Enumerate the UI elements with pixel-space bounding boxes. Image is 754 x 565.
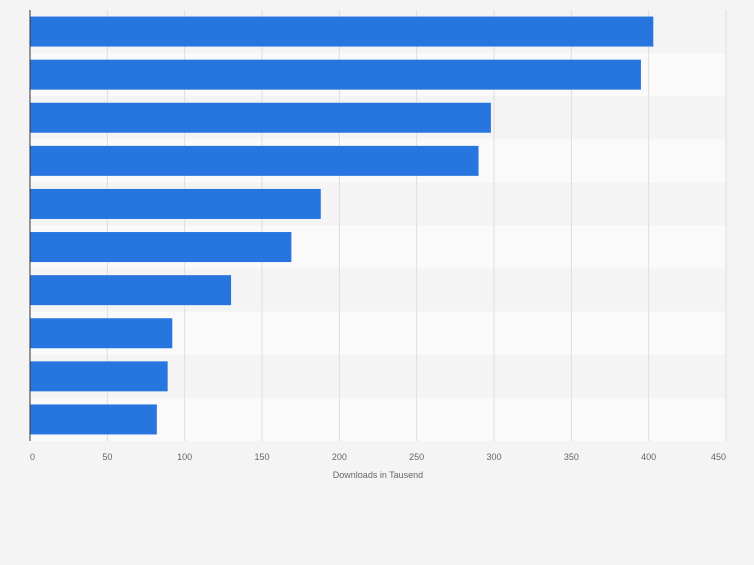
bar[interactable] xyxy=(30,145,479,176)
x-tick-label: 100 xyxy=(177,452,192,462)
bar[interactable] xyxy=(30,188,321,219)
x-axis-ticks: 0 50 100 150 200 250 300 350 400 450 xyxy=(30,452,726,462)
bar[interactable] xyxy=(30,232,292,263)
x-tick-label: 400 xyxy=(641,452,656,462)
x-tick-label: 350 xyxy=(564,452,579,462)
x-tick-label: 0 xyxy=(30,452,35,462)
bar[interactable] xyxy=(30,275,232,306)
x-tick-label: 300 xyxy=(486,452,501,462)
x-tick-label: 150 xyxy=(254,452,269,462)
x-tick-label: 250 xyxy=(409,452,424,462)
bar[interactable] xyxy=(30,318,173,349)
bar[interactable] xyxy=(30,102,491,133)
bars xyxy=(30,16,654,435)
bar[interactable] xyxy=(30,404,157,435)
x-tick-label: 200 xyxy=(332,452,347,462)
x-axis-label: Downloads in Tausend xyxy=(333,470,423,480)
bar[interactable] xyxy=(30,361,168,392)
x-tick-label: 450 xyxy=(711,452,726,462)
bar[interactable] xyxy=(30,59,641,90)
bar[interactable] xyxy=(30,16,654,47)
x-tick-label: 50 xyxy=(102,452,112,462)
